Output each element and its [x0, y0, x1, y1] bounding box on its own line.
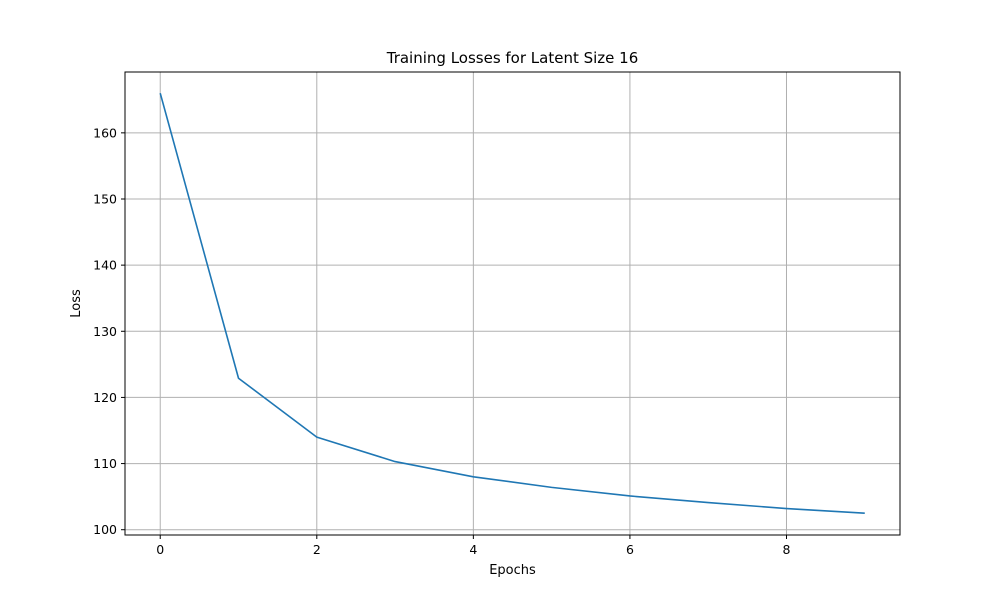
- x-axis-label: Epochs: [489, 563, 536, 578]
- x-tick-label: 2: [313, 542, 321, 557]
- plot-frame: [124, 71, 901, 536]
- x-tick-label: 6: [626, 542, 634, 557]
- y-tick-label: 130: [93, 324, 117, 339]
- y-tick-label: 150: [93, 191, 117, 206]
- loss-line: [159, 92, 865, 514]
- y-axis-label: Loss: [69, 289, 84, 318]
- y-tick-label: 100: [93, 522, 117, 537]
- y-tick-label: 110: [93, 456, 117, 471]
- x-tick-label: 4: [469, 542, 477, 557]
- ticks: 0 2 4 6 8 100 110 120 130 140 150 160: [93, 125, 790, 557]
- grid-lines: [125, 72, 900, 535]
- y-tick-label: 160: [93, 125, 117, 140]
- series-layer: [159, 92, 865, 514]
- chart-title: Training Losses for Latent Size 16: [386, 49, 639, 67]
- x-tick-label: 8: [783, 542, 791, 557]
- y-tick-label: 120: [93, 390, 117, 405]
- y-tick-label: 140: [93, 258, 117, 273]
- x-tick-label: 0: [156, 542, 164, 557]
